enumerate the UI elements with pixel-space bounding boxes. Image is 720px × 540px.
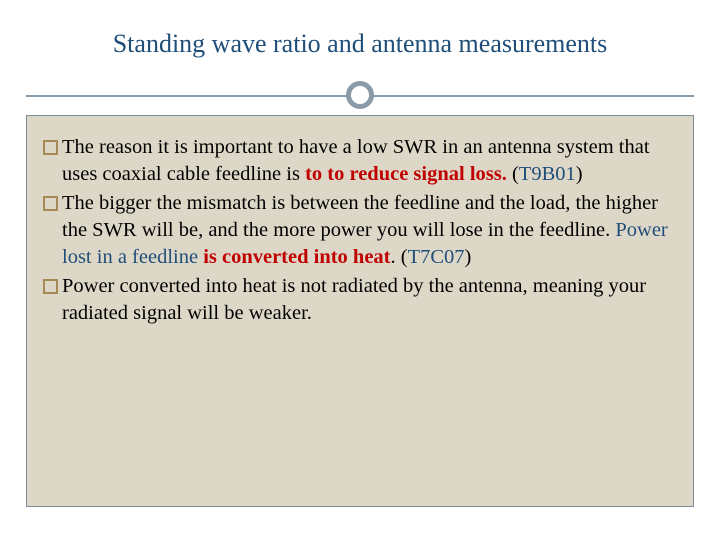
bullet-item: Power converted into heat is not radiate… <box>43 273 677 327</box>
text-run: T9B01 <box>519 163 576 185</box>
text-run: to to reduce signal loss. <box>305 163 507 185</box>
divider <box>26 75 694 115</box>
text-run: The bigger the mismatch is between the f… <box>62 192 658 241</box>
divider-circle-icon <box>346 81 374 109</box>
text-run: ( <box>512 163 519 185</box>
bullet-item: The bigger the mismatch is between the f… <box>43 190 677 271</box>
title-area: Standing wave ratio and antenna measurem… <box>0 0 720 69</box>
text-run: ) <box>465 246 472 268</box>
square-bullet-icon <box>43 196 58 211</box>
bullet-item: The reason it is important to have a low… <box>43 134 677 188</box>
bullet-text: Power converted into heat is not radiate… <box>62 273 677 327</box>
text-run: . <box>391 246 401 268</box>
bullet-text: The reason it is important to have a low… <box>62 134 677 188</box>
square-bullet-icon <box>43 140 58 155</box>
text-run: Power converted into heat is not radiate… <box>62 275 646 324</box>
text-run: is converted into heat <box>203 246 390 268</box>
body-area: The reason it is important to have a low… <box>26 115 694 507</box>
text-run: ( <box>401 246 408 268</box>
square-bullet-icon <box>43 279 58 294</box>
bullet-text: The bigger the mismatch is between the f… <box>62 190 677 271</box>
text-run: ) <box>576 163 583 185</box>
slide-title: Standing wave ratio and antenna measurem… <box>30 28 690 59</box>
slide: Standing wave ratio and antenna measurem… <box>0 0 720 540</box>
text-run: T7C07 <box>408 246 465 268</box>
